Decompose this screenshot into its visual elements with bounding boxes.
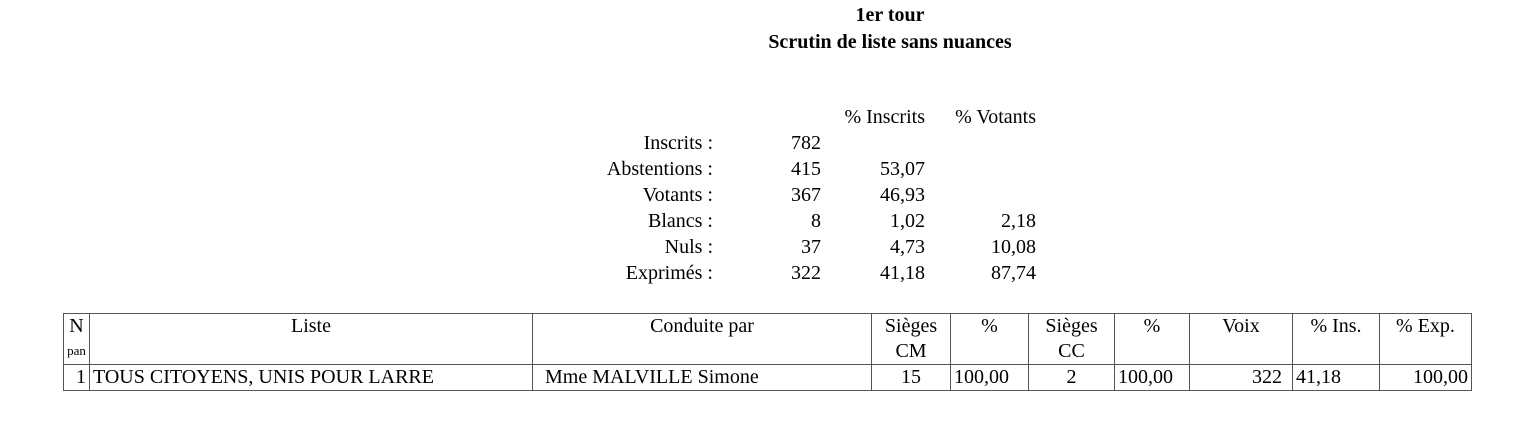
cell-conduite: Mme MALVILLE Simone	[532, 364, 872, 391]
stat-label: Nuls :	[664, 236, 713, 258]
col-sieges-cc: Sièges	[1045, 315, 1098, 337]
stat-value: 8	[811, 210, 821, 232]
cell-pct-ins: 41,18	[1292, 364, 1380, 391]
stat-value: 322	[791, 262, 821, 284]
cell-pct-exp: 100,00	[1379, 364, 1472, 391]
stat-pct-votants: 10,08	[991, 236, 1036, 258]
stat-pct-inscrits: 41,18	[880, 262, 925, 284]
stat-value: 37	[801, 236, 821, 258]
stat-label: Votants :	[642, 184, 713, 206]
col-n: N	[69, 315, 84, 337]
page-subtitle: Scrutin de liste sans nuances	[768, 31, 1012, 53]
stat-value: 782	[791, 132, 821, 154]
cell-voix: 322	[1189, 364, 1293, 391]
header-pct-votants: % Votants	[955, 106, 1036, 128]
col-sieges-cm-2: CM	[895, 340, 927, 362]
stat-pct-inscrits: 53,07	[880, 158, 925, 180]
col-pct-exp: % Exp.	[1379, 313, 1472, 365]
col-sieges-cm: Sièges	[884, 315, 938, 337]
col-pct-cc: %	[1114, 313, 1190, 365]
col-sieges-cc-2: CC	[1058, 340, 1085, 362]
table-row: 1 TOUS CITOYENS, UNIS POUR LARRE Mme MAL…	[63, 364, 1472, 391]
cell-sieges-cm: 15	[871, 364, 951, 391]
stat-label: Blancs :	[648, 210, 713, 232]
stat-label: Abstentions :	[606, 158, 713, 180]
cell-pct-cc: 100,00	[1114, 364, 1190, 391]
cell-pct-cm: 100,00	[950, 364, 1029, 391]
col-liste: Liste	[89, 313, 533, 365]
page-title: 1er tour	[855, 4, 925, 26]
cell-liste: TOUS CITOYENS, UNIS POUR LARRE	[89, 364, 533, 391]
stat-label: Exprimés :	[625, 262, 713, 284]
header-pct-inscrits: % Inscrits	[844, 106, 925, 128]
stat-value: 415	[791, 158, 821, 180]
col-pct-cm: %	[950, 313, 1029, 365]
col-conduite: Conduite par	[532, 313, 872, 365]
col-pct-ins: % Ins.	[1292, 313, 1380, 365]
stat-label: Inscrits :	[643, 132, 713, 154]
stat-pct-inscrits: 4,73	[890, 236, 925, 258]
stats-summary: % Inscrits % Votants Inscrits : 782 Absten…	[606, 106, 1036, 284]
stat-value: 367	[791, 184, 821, 206]
col-n-pan: pan	[67, 343, 86, 358]
cell-n: 1	[63, 364, 90, 391]
stat-pct-votants: 2,18	[1001, 210, 1036, 232]
stat-pct-inscrits: 46,93	[880, 184, 925, 206]
cell-sieges-cc: 2	[1028, 364, 1115, 391]
stat-pct-inscrits: 1,02	[890, 210, 925, 232]
col-voix: Voix	[1189, 313, 1293, 365]
stat-pct-votants: 87,74	[991, 262, 1036, 284]
